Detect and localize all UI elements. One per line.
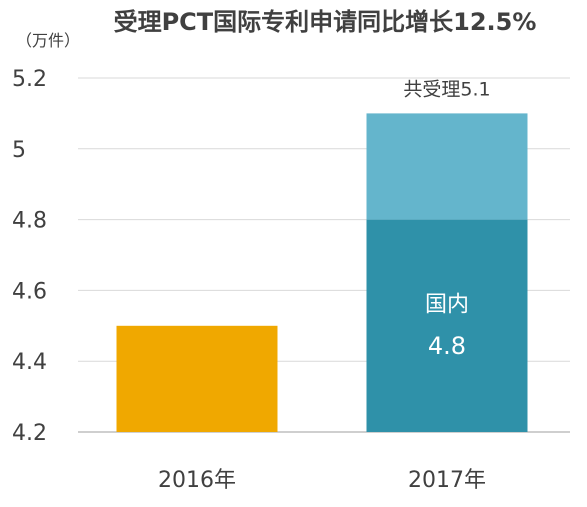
y-tick-label: 4.6: [12, 279, 47, 304]
domestic-label: 国内: [425, 293, 469, 318]
x-category-label: 2017年: [408, 468, 486, 493]
y-tick-label: 4.2: [12, 421, 47, 446]
bar-segment-2017年: [366, 219, 528, 432]
domestic-value-label: 4.8: [428, 332, 466, 360]
total-annotation: 共受理5.1: [403, 78, 490, 100]
labels: 5.2 5 4.8 4.6 4.4 4.2 2016年 2017年 共受理5.1 国内 4.8: [12, 67, 491, 493]
y-tick-label: 4.4: [12, 350, 47, 375]
y-axis-unit-label: （万件）: [16, 31, 80, 50]
bars: [116, 113, 528, 432]
y-tick-label: 4.8: [12, 209, 47, 234]
bar-segment-2017年: [366, 113, 528, 220]
chart-title: 受理PCT国际专利申请同比增长12.5%: [114, 8, 537, 36]
bar-2016年: [116, 325, 278, 432]
y-tick-label: 5.2: [12, 67, 47, 92]
y-tick-label: 5: [12, 138, 26, 163]
x-category-label: 2016年: [158, 468, 236, 493]
